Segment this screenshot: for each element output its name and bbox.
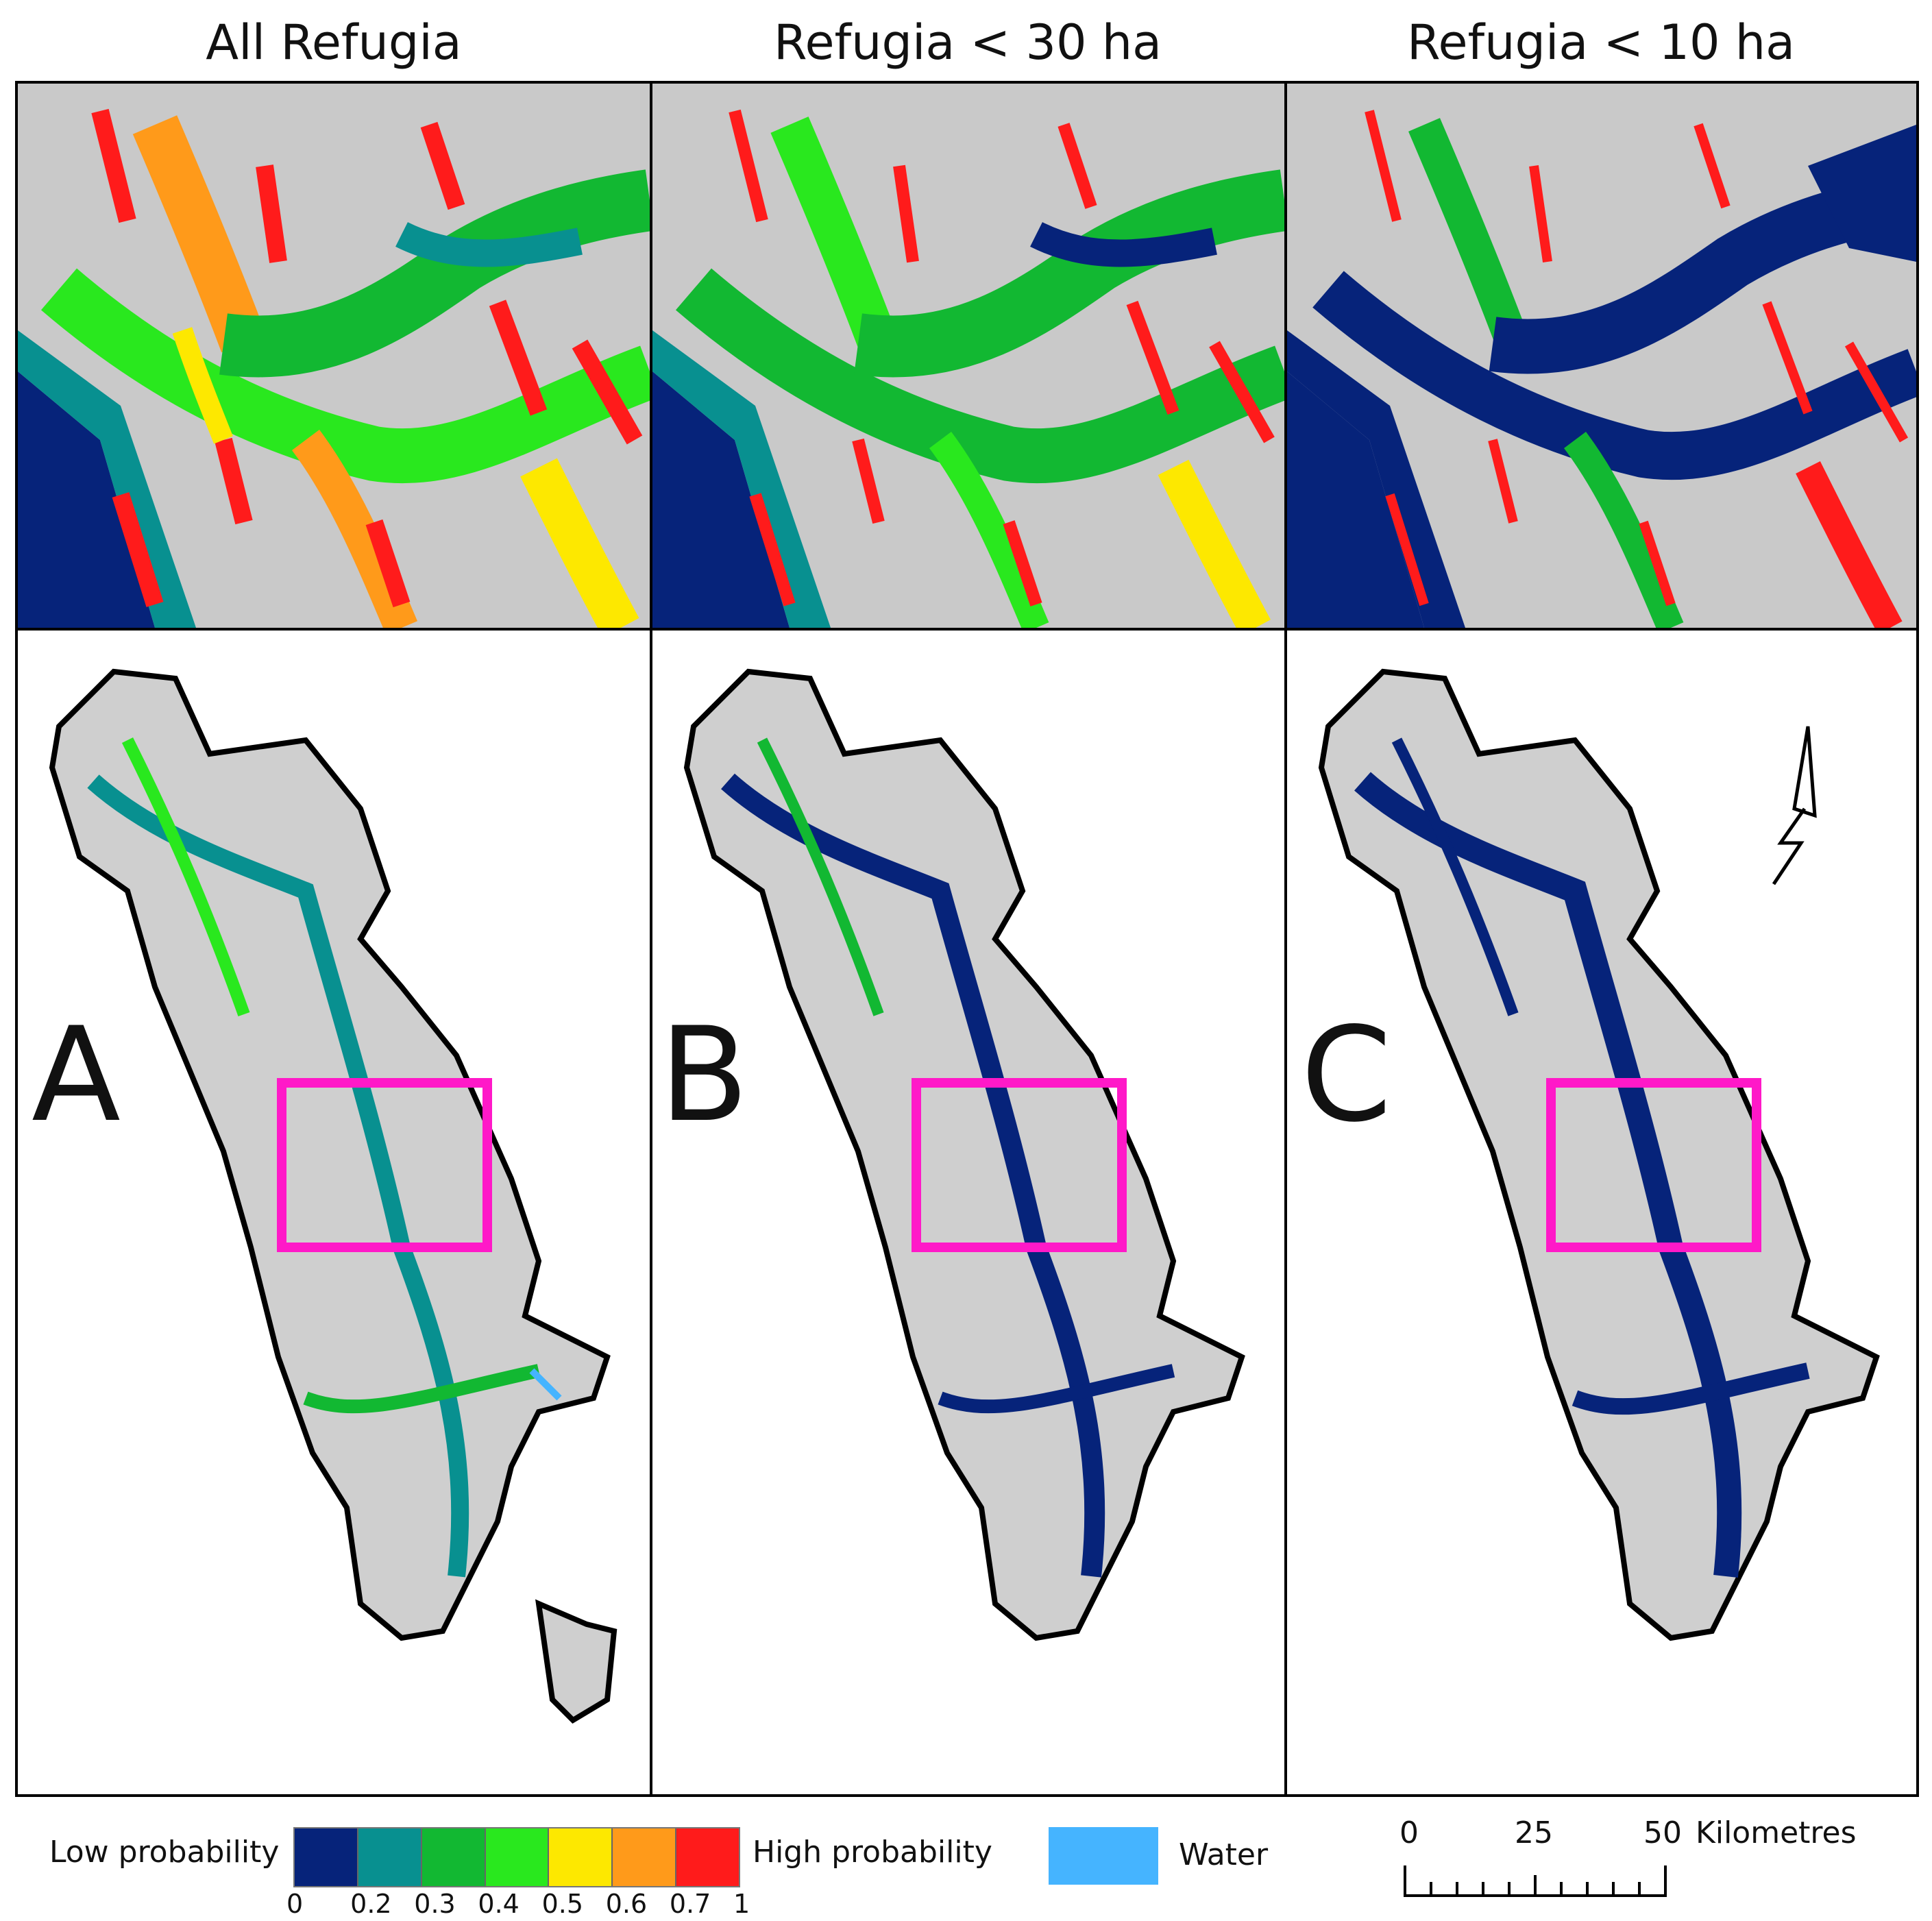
overview-panel-c (1284, 628, 1919, 1797)
zoom-panel-c (1284, 81, 1919, 631)
zoom-panel-b (650, 81, 1287, 631)
zoom-panel-a (15, 81, 652, 631)
legend-high-label: High probability (753, 1835, 992, 1870)
scale-tick-25: 25 (1515, 1815, 1553, 1850)
overview-panel-a (15, 628, 652, 1797)
overview-panel-b (650, 628, 1287, 1797)
inset-extent-box (277, 1078, 492, 1252)
legend-class-swatch (675, 1828, 739, 1886)
panel-letter-a: A (32, 999, 121, 1151)
legend-tick-label: 1 (733, 1889, 750, 1919)
legend-tick-label: 0.4 (478, 1889, 519, 1919)
column-title-a: All Refugia (206, 14, 462, 71)
legend-tick-label: 0.7 (669, 1889, 711, 1919)
column-title-b: Refugia < 30 ha (773, 14, 1162, 71)
legend-class-swatch (484, 1828, 548, 1886)
legend-low-label: Low probability (49, 1835, 280, 1870)
water-swatch (1049, 1827, 1158, 1885)
scale-tick-50: 50 (1643, 1815, 1682, 1850)
legend-color-ramp (293, 1827, 740, 1887)
water-label: Water (1179, 1837, 1269, 1872)
scale-unit: Kilometres (1696, 1815, 1857, 1850)
inset-extent-box (912, 1078, 1127, 1252)
north-arrow-icon (1772, 726, 1817, 885)
legend-tick-label: 0.5 (541, 1889, 583, 1919)
legend-tick-label: 0 (286, 1889, 304, 1919)
legend-class-swatch (611, 1828, 676, 1886)
legend-class-swatch (356, 1828, 421, 1886)
column-title-c: Refugia < 10 ha (1406, 14, 1796, 71)
legend-class-swatch (420, 1828, 485, 1886)
inset-extent-box (1546, 1078, 1761, 1252)
legend-tick-label: 0.2 (350, 1889, 392, 1919)
legend-tick-label: 0.6 (605, 1889, 648, 1919)
scale-bar (1404, 1865, 1667, 1897)
legend-tick-label: 0.3 (414, 1889, 456, 1919)
legend-class-swatch (295, 1828, 357, 1886)
legend-class-swatch (548, 1828, 612, 1886)
panel-letter-c: C (1301, 999, 1392, 1151)
panel-letter-b: B (659, 999, 749, 1151)
scale-tick-0: 0 (1399, 1815, 1419, 1850)
